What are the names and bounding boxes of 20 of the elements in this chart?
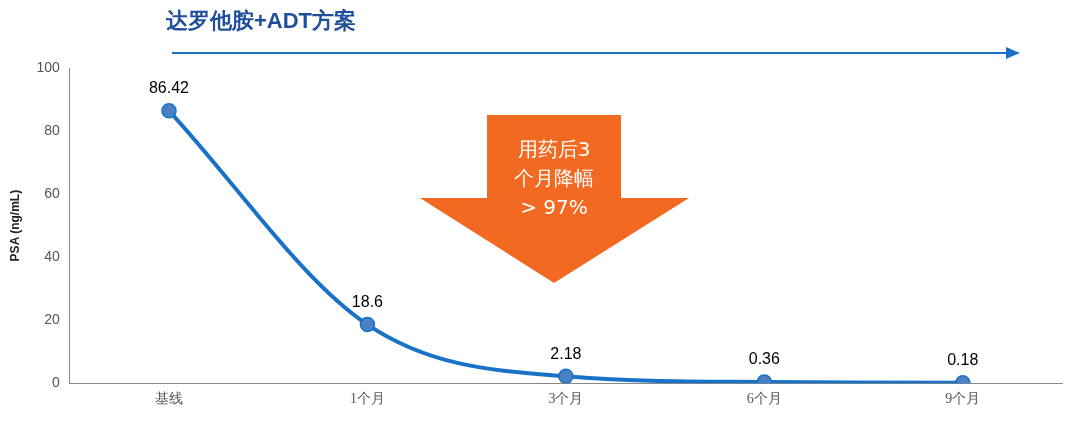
y-axis-title: PSA (ng/mL)	[7, 189, 22, 262]
data-label: 0.36	[748, 350, 780, 368]
y-tick-label: 80	[44, 121, 60, 138]
x-tick-label: 1个月	[349, 391, 385, 407]
x-tick-label: 6个月	[746, 391, 782, 407]
data-label: 2.18	[550, 344, 582, 362]
data-label: 18.6	[351, 292, 384, 310]
y-tick-label: 40	[44, 247, 60, 264]
x-tick-label: 3个月	[548, 391, 584, 407]
x-tick-label: 9个月	[945, 391, 981, 407]
x-tick-label: 基线	[154, 391, 183, 407]
y-tick-label: 60	[44, 184, 60, 201]
y-tick-label: 0	[51, 374, 60, 391]
chart-title: 达罗他胺+ADT方案	[166, 7, 357, 35]
data-label: 0.18	[947, 351, 979, 369]
y-tick-label: 100	[36, 58, 60, 75]
y-tick-label: 20	[44, 311, 60, 328]
data-label: 86.42	[148, 79, 190, 97]
annotation: 用药后3 个月降幅 > 97%	[513, 136, 595, 221]
point	[161, 103, 177, 119]
